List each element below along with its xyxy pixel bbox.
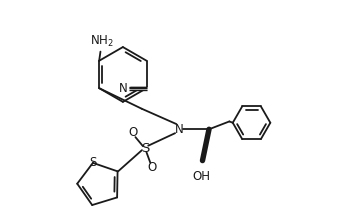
Text: N: N	[119, 82, 128, 95]
Text: S: S	[141, 142, 149, 155]
Text: OH: OH	[192, 170, 210, 183]
Text: O: O	[129, 126, 138, 139]
Text: S: S	[89, 156, 97, 169]
Text: O: O	[147, 161, 156, 174]
Text: N: N	[175, 123, 183, 136]
Text: NH$_2$: NH$_2$	[90, 34, 114, 49]
